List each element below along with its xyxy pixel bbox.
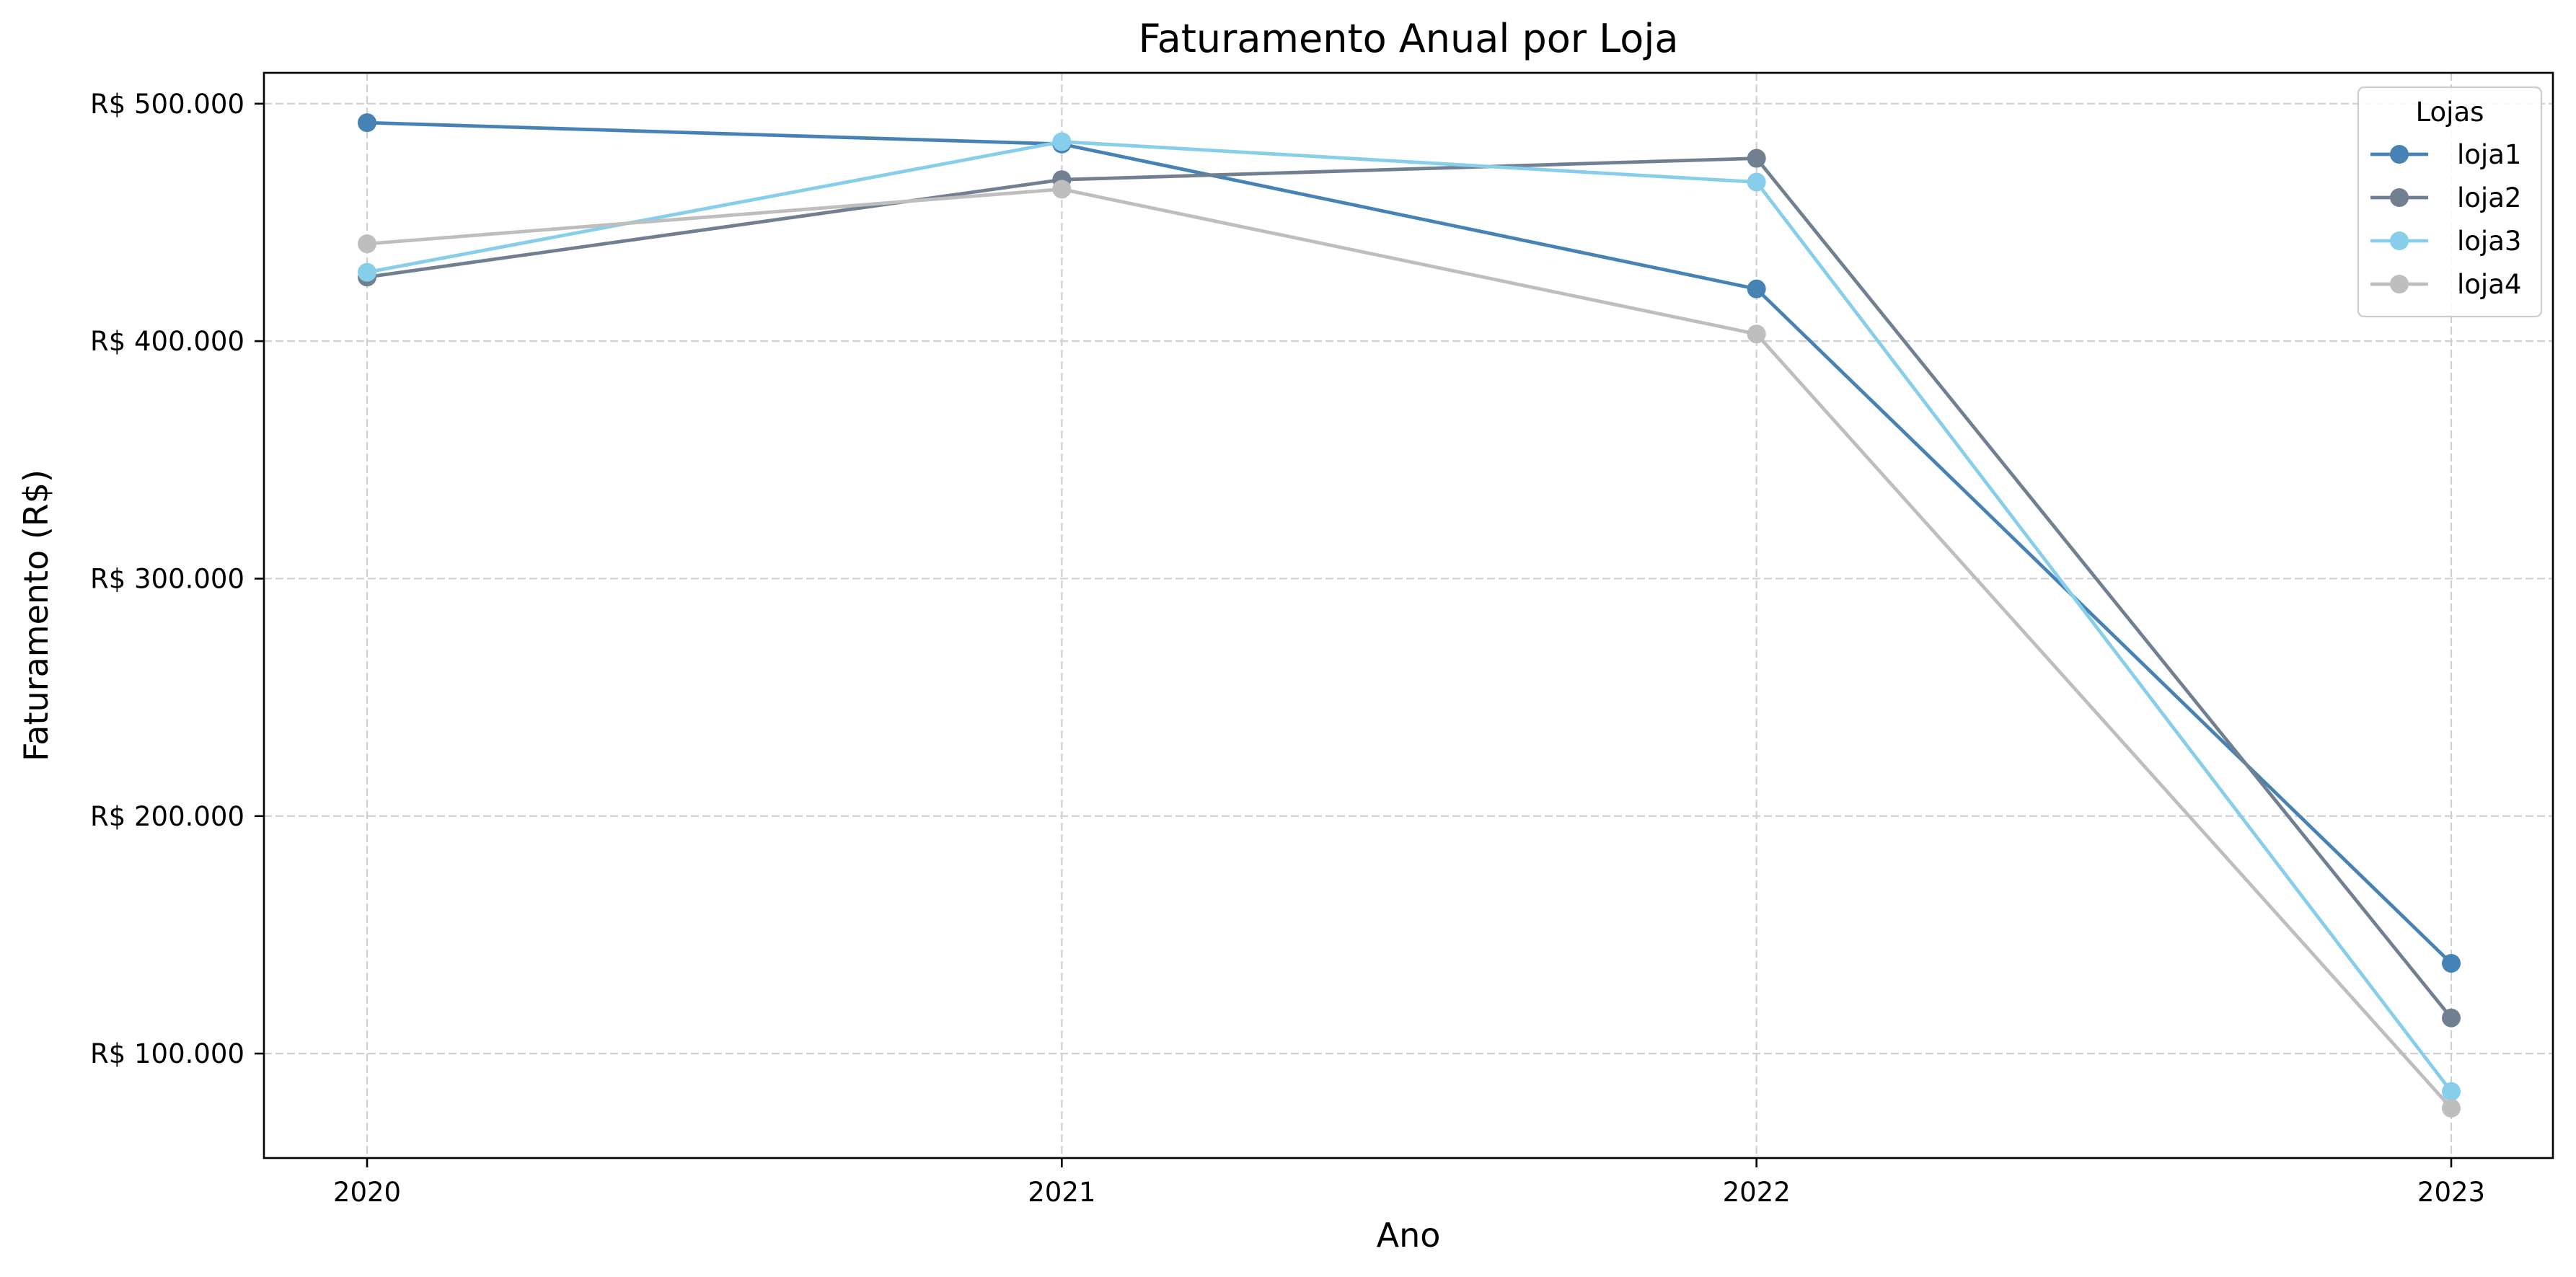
axis-ticks: 2020 2021 2022 2023 R$ 100.000 R$ 200.000 R$ 3… <box>90 89 2485 1208</box>
data-point <box>1747 149 1766 168</box>
legend: Lojas loja1 loja2 loja3 loja4 <box>2357 86 2543 318</box>
x-tick-label: 2021 <box>1028 1177 1095 1208</box>
series-loja2 <box>358 149 2461 1028</box>
data-point <box>358 262 376 282</box>
legend-label: loja1 <box>2457 139 2521 170</box>
legend-items: loja1 loja2 loja3 loja4 <box>2370 139 2521 300</box>
data-point <box>358 234 376 254</box>
x-tick-label: 2020 <box>333 1177 401 1208</box>
data-point <box>1052 180 1072 199</box>
data-point <box>1747 172 1766 192</box>
data-point <box>1747 324 1766 344</box>
series-line <box>365 120 2453 966</box>
legend-item: loja4 <box>2370 269 2521 300</box>
data-point <box>1747 279 1766 299</box>
legend-item: loja2 <box>2370 182 2521 213</box>
series-loja1 <box>358 113 2461 973</box>
grid-lines <box>264 73 2553 1158</box>
series-line <box>365 187 2453 1110</box>
y-axis-label: Faturamento (R$) <box>17 469 56 761</box>
series-loja4 <box>358 180 2461 1118</box>
data-point <box>358 113 376 133</box>
y-tick-label: R$ 300.000 <box>90 563 244 594</box>
y-tick-label: R$ 200.000 <box>90 801 244 832</box>
legend-item: loja3 <box>2370 226 2521 257</box>
legend-label: loja2 <box>2457 182 2521 213</box>
legend-label: loja4 <box>2457 269 2521 300</box>
series-layer <box>358 113 2461 1118</box>
legend-box <box>2357 86 2543 318</box>
legend-swatch-marker <box>2390 188 2409 207</box>
legend-swatch-marker <box>2390 145 2409 164</box>
series-loja3 <box>358 132 2461 1101</box>
y-tick-label: R$ 500.000 <box>90 89 244 120</box>
legend-swatch-marker <box>2390 275 2409 293</box>
data-point <box>2442 1098 2461 1118</box>
y-tick-label: R$ 400.000 <box>90 326 244 357</box>
data-point <box>2442 1082 2461 1101</box>
legend-label: loja3 <box>2457 226 2521 257</box>
data-point <box>1052 132 1072 151</box>
series-line <box>365 156 2453 1020</box>
data-point <box>2442 953 2461 973</box>
data-point <box>2442 1008 2461 1028</box>
plot-frame <box>263 71 2554 1159</box>
x-tick-label: 2023 <box>2417 1177 2485 1208</box>
x-axis-label: Ano <box>1377 1216 1441 1255</box>
legend-swatch-marker <box>2390 231 2409 250</box>
series-line <box>365 140 2453 1094</box>
legend-title: Lojas <box>2416 97 2484 128</box>
y-tick-label: R$ 100.000 <box>90 1038 244 1069</box>
legend-item: loja1 <box>2370 139 2521 170</box>
x-tick-label: 2022 <box>1723 1177 1791 1208</box>
chart-title: Faturamento Anual por Loja <box>1139 16 1679 61</box>
